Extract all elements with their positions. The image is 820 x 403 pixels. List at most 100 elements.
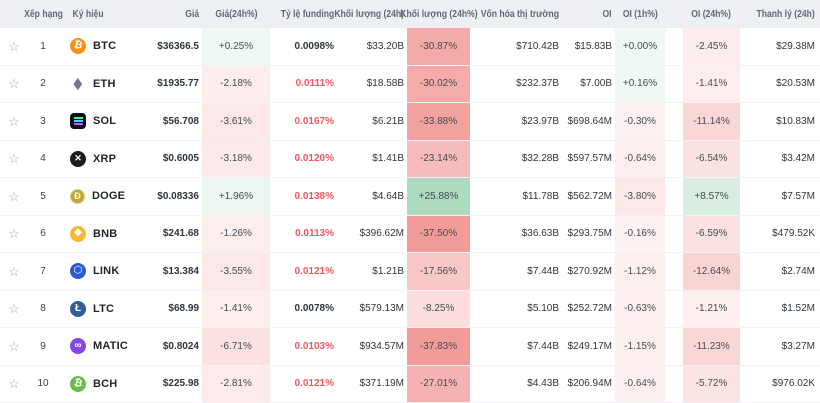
coin-name: DOGE — [92, 190, 125, 202]
col-header-volume-change-24h[interactable]: Khối lượng (24h%) — [407, 0, 470, 28]
btc-coin-icon: ₿ — [70, 38, 86, 54]
volume-24h-cell: $18.58B — [337, 66, 407, 103]
favorite-cell: ☆ — [0, 103, 28, 140]
col-header-rank[interactable]: Xếp hạng — [28, 0, 58, 28]
favorite-star-icon[interactable]: ☆ — [8, 190, 20, 203]
spacer-cell — [665, 28, 683, 65]
market-cap-cell: $232.37B — [470, 66, 562, 103]
symbol-cell[interactable]: ⬡ LINK — [58, 253, 150, 290]
price-change-24h-cell: -2.18% — [202, 66, 270, 103]
favorite-cell: ☆ — [0, 66, 28, 103]
table-row[interactable]: ☆ 9 ∞ MATIC $0.8024 -6.71% 0.0103% $934.… — [0, 328, 820, 366]
oi-1h-cell: -0.30% — [615, 103, 665, 140]
market-cap-cell: $11.78B — [470, 178, 562, 215]
spacer-cell — [665, 366, 683, 403]
col-header-funding-rate[interactable]: Tỷ lệ funding — [270, 0, 337, 28]
open-interest-cell: $270.92M — [562, 253, 615, 290]
open-interest-cell: $252.72M — [562, 291, 615, 328]
symbol-cell[interactable]: SOL — [58, 103, 150, 140]
favorite-star-icon[interactable]: ☆ — [8, 115, 20, 128]
col-header-open-interest[interactable]: OI — [562, 0, 615, 28]
table-row[interactable]: ☆ 10 ₿ BCH $225.98 -2.81% 0.0121% $371.1… — [0, 366, 820, 403]
favorite-star-icon[interactable]: ☆ — [8, 152, 20, 165]
price-change-24h-cell: -3.61% — [202, 103, 270, 140]
price-cell: $241.68 — [150, 216, 202, 253]
price-cell: $0.6005 — [150, 141, 202, 178]
favorite-star-icon[interactable]: ☆ — [8, 265, 20, 278]
table-row[interactable]: ☆ 3 SOL $56.708 -3.61% 0.0167% $6.21B -3… — [0, 103, 820, 141]
volume-24h-cell: $934.57M — [337, 328, 407, 365]
col-header-market-cap[interactable]: Vốn hóa thị trường — [470, 0, 562, 28]
volume-24h-cell: $33.20B — [337, 28, 407, 65]
symbol-cell[interactable]: ✕ XRP — [58, 141, 150, 178]
price-cell: $0.8024 — [150, 328, 202, 365]
volume-change-24h-cell: -30.02% — [407, 66, 470, 103]
ltc-coin-icon: Ł — [70, 301, 86, 317]
funding-value: 0.0098% — [295, 41, 334, 52]
table-row[interactable]: ☆ 8 Ł LTC $68.99 -1.41% 0.0078% $579.13M… — [0, 291, 820, 329]
funding-cell: 0.0098% — [270, 28, 337, 65]
coin-glyph: ₿ — [73, 378, 83, 390]
col-header-spacer — [665, 0, 683, 28]
col-header-price[interactable]: Giá — [150, 0, 202, 28]
liquidation-24h-cell: $7.57M — [740, 178, 820, 215]
favorite-cell: ☆ — [0, 141, 28, 178]
col-header-symbol[interactable]: Ký hiệu — [58, 0, 150, 28]
table-row[interactable]: ☆ 1 ₿ BTC $36366.5 +0.25% 0.0098% $33.20… — [0, 28, 820, 66]
price-cell: $56.708 — [150, 103, 202, 140]
favorite-star-icon[interactable]: ☆ — [8, 77, 20, 90]
funding-cell: 0.0113% — [270, 216, 337, 253]
spacer-cell — [665, 141, 683, 178]
volume-24h-cell: $4.64B — [337, 178, 407, 215]
col-header-liquidation-24h[interactable]: Thanh lý (24h) — [740, 0, 820, 28]
bch-coin-icon: ₿ — [70, 376, 86, 392]
funding-value: 0.0078% — [295, 303, 334, 314]
volume-change-24h-cell: -8.25% — [407, 291, 470, 328]
funding-value: 0.0121% — [295, 266, 334, 277]
favorite-star-icon[interactable]: ☆ — [8, 377, 20, 390]
symbol-cell[interactable]: ₿ BCH — [58, 366, 150, 403]
volume-change-24h-cell: -33.88% — [407, 103, 470, 140]
coin-glyph: ∞ — [74, 341, 81, 351]
rank-cell: 3 — [28, 103, 58, 140]
oi-1h-cell: -0.64% — [615, 366, 665, 403]
table-row[interactable]: ☆ 2 ◆ ETH $1935.77 -2.18% 0.0111% $18.58… — [0, 66, 820, 104]
price-change-24h-cell: -6.71% — [202, 328, 270, 365]
favorite-star-icon[interactable]: ☆ — [8, 40, 20, 53]
table-row[interactable]: ☆ 6 ❖ BNB $241.68 -1.26% 0.0113% $396.62… — [0, 216, 820, 254]
col-header-volume-24h[interactable]: Khối lượng (24h) — [337, 0, 407, 28]
table-row[interactable]: ☆ 4 ✕ XRP $0.6005 -3.18% 0.0120% $1.41B … — [0, 141, 820, 179]
favorite-cell: ☆ — [0, 328, 28, 365]
oi-1h-cell: -0.16% — [615, 216, 665, 253]
volume-change-24h-cell: -17.56% — [407, 253, 470, 290]
market-cap-cell: $7.44B — [470, 328, 562, 365]
funding-value: 0.0120% — [295, 153, 334, 164]
oi-24h-cell: +8.57% — [683, 178, 740, 215]
symbol-cell[interactable]: Ð DOGE — [58, 178, 150, 215]
symbol-cell[interactable]: ◆ ETH — [58, 66, 150, 103]
funding-value: 0.0111% — [296, 78, 334, 89]
symbol-cell[interactable]: Ł LTC — [58, 291, 150, 328]
coin-glyph: Ł — [75, 304, 81, 314]
favorite-star-icon[interactable]: ☆ — [8, 227, 20, 240]
symbol-cell[interactable]: ₿ BTC — [58, 28, 150, 65]
symbol-cell[interactable]: ❖ BNB — [58, 216, 150, 253]
price-cell: $13.384 — [150, 253, 202, 290]
coin-name: LINK — [93, 265, 119, 277]
oi-24h-cell: -2.45% — [683, 28, 740, 65]
favorite-star-icon[interactable]: ☆ — [8, 340, 20, 353]
table-row[interactable]: ☆ 5 Ð DOGE $0.08336 +1.96% 0.0138% $4.64… — [0, 178, 820, 216]
col-header-oi-24h[interactable]: OI (24h%) — [683, 0, 740, 28]
market-cap-cell: $4.43B — [470, 366, 562, 403]
oi-1h-cell: -0.64% — [615, 141, 665, 178]
oi-1h-cell: -3.80% — [615, 178, 665, 215]
xrp-coin-icon: ✕ — [70, 151, 86, 167]
matic-coin-icon: ∞ — [70, 338, 86, 354]
table-row[interactable]: ☆ 7 ⬡ LINK $13.384 -3.55% 0.0121% $1.21B… — [0, 253, 820, 291]
price-change-24h-cell: -3.18% — [202, 141, 270, 178]
favorite-star-icon[interactable]: ☆ — [8, 302, 20, 315]
symbol-cell[interactable]: ∞ MATIC — [58, 328, 150, 365]
favorite-cell: ☆ — [0, 291, 28, 328]
col-header-price-change-24h[interactable]: Giá(24h%) — [202, 0, 270, 28]
col-header-oi-1h[interactable]: OI (1h%) — [615, 0, 665, 28]
